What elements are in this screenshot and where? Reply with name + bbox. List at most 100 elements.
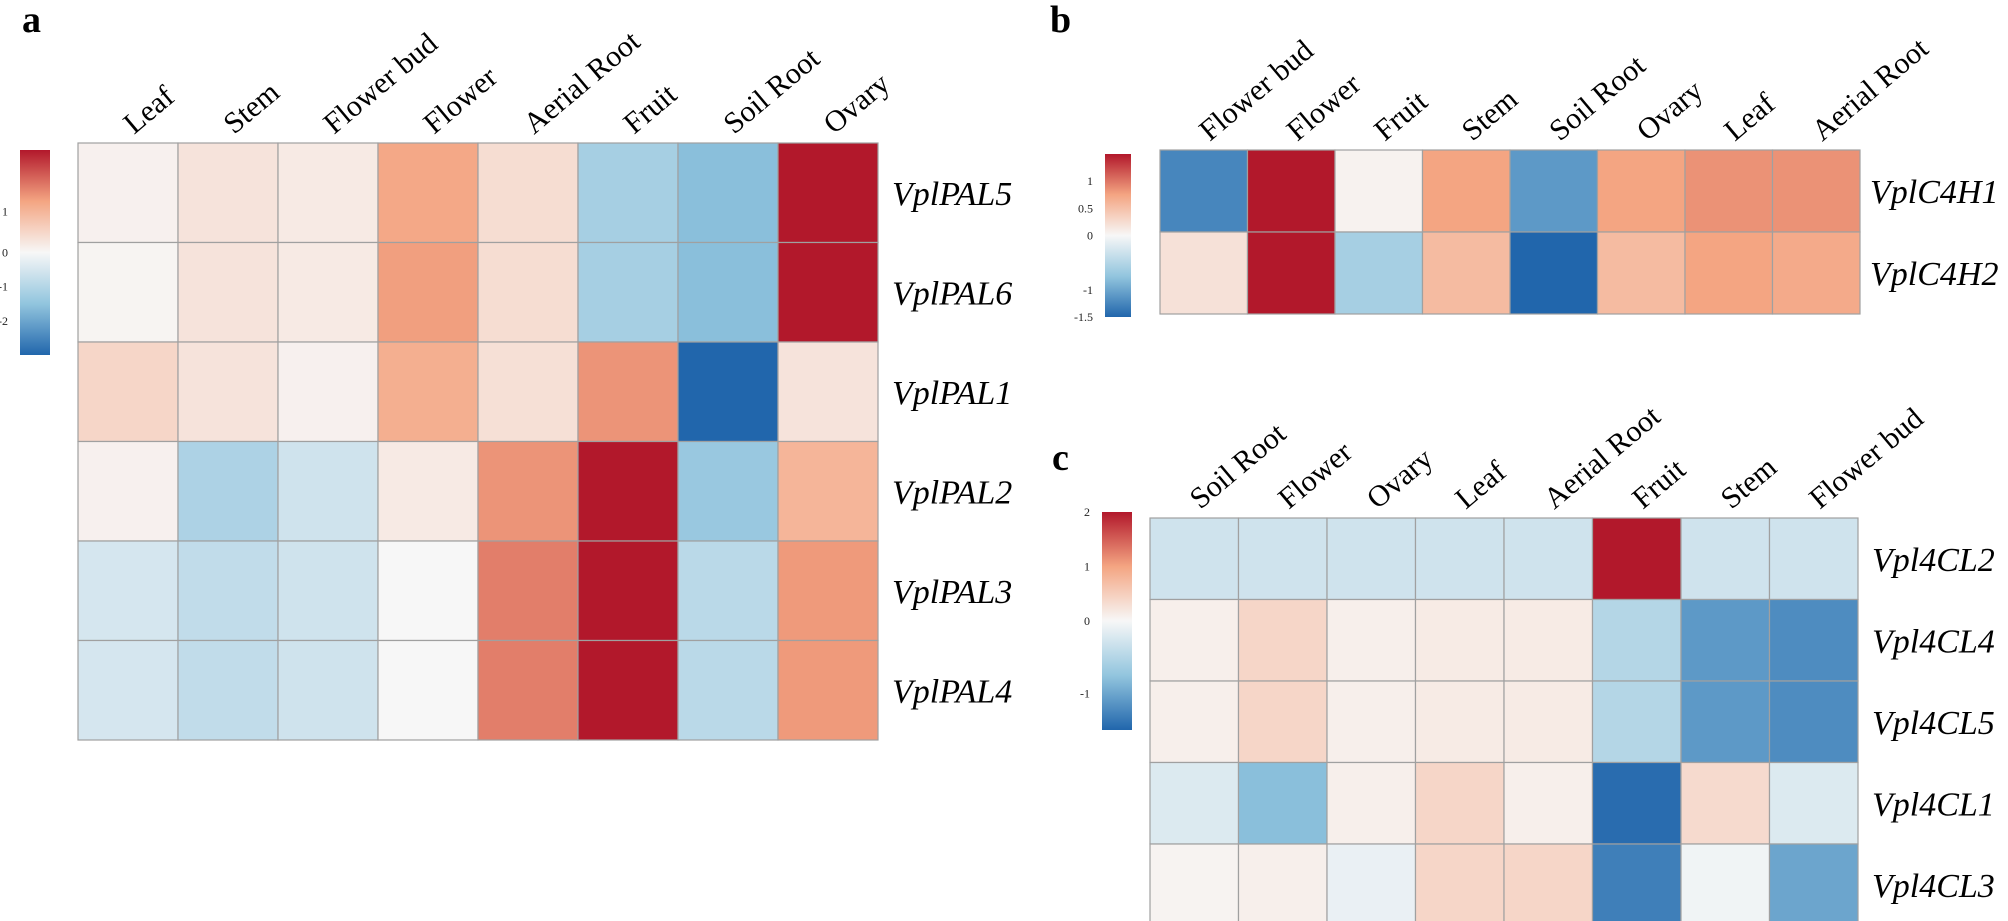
column-label-c-3: Leaf bbox=[1449, 455, 1512, 516]
heatmap-cell-c-0-6 bbox=[1680, 517, 1771, 601]
heatmap-cell-c-1-3 bbox=[1414, 598, 1505, 682]
row-label-b-0: VplC4H1 bbox=[1870, 174, 1998, 211]
heatmap-cell-a-2-3 bbox=[377, 341, 479, 443]
heatmap-cell-a-4-2 bbox=[277, 540, 379, 642]
heatmap-cell-a-0-0 bbox=[77, 142, 179, 244]
heatmap-cell-c-4-7 bbox=[1768, 843, 1859, 921]
column-label-a-5: Fruit bbox=[617, 77, 683, 140]
heatmap-cell-a-1-5 bbox=[577, 241, 679, 343]
heatmap-cell-c-3-1 bbox=[1237, 761, 1328, 845]
heatmap-cell-a-3-3 bbox=[377, 440, 479, 542]
heatmap-cell-a-1-1 bbox=[177, 241, 279, 343]
heatmap-cell-c-3-5 bbox=[1591, 761, 1682, 845]
heatmap-cell-b-1-6 bbox=[1684, 231, 1774, 315]
heatmap-cell-a-3-5 bbox=[577, 440, 679, 542]
heatmap-cell-a-3-7 bbox=[777, 440, 879, 542]
heatmap-cell-a-5-5 bbox=[577, 639, 679, 741]
heatmap-cell-a-2-5 bbox=[577, 341, 679, 443]
row-label-a-5: VplPAL4 bbox=[892, 673, 1012, 710]
heatmap-cell-c-4-5 bbox=[1591, 843, 1682, 921]
heatmap-cell-c-0-5 bbox=[1591, 517, 1682, 601]
color-legend-bar-b bbox=[1105, 154, 1131, 317]
heatmap-cell-a-0-3 bbox=[377, 142, 479, 244]
heatmap-cell-a-1-2 bbox=[277, 241, 379, 343]
legend-tick-label-a-3: -2 bbox=[0, 314, 8, 328]
heatmap-cell-a-1-7 bbox=[777, 241, 879, 343]
heatmap-cell-a-4-6 bbox=[677, 540, 779, 642]
legend-tick-label-a-2: -1 bbox=[0, 280, 8, 294]
legend-tick-label-b-3: -1 bbox=[1083, 283, 1093, 297]
row-label-c-1: Vpl4CL4 bbox=[1872, 623, 1995, 660]
heatmap-cell-c-1-2 bbox=[1326, 598, 1417, 682]
panel-label-b: b bbox=[1050, 0, 1071, 41]
heatmap-cell-c-0-7 bbox=[1768, 517, 1859, 601]
heatmap-cell-a-0-2 bbox=[277, 142, 379, 244]
column-label-a-1: Stem bbox=[217, 75, 285, 140]
color-legend-bar-c bbox=[1102, 512, 1132, 730]
heatmap-cell-a-0-4 bbox=[477, 142, 579, 244]
column-label-c-5: Fruit bbox=[1626, 452, 1692, 515]
column-label-c-7: Flower bud bbox=[1803, 402, 1930, 516]
row-label-a-4: VplPAL3 bbox=[892, 574, 1012, 611]
heatmap-cell-a-5-0 bbox=[77, 639, 179, 741]
heatmap-cell-a-4-1 bbox=[177, 540, 279, 642]
heatmap-cell-b-1-2 bbox=[1334, 231, 1424, 315]
panel-label-c: c bbox=[1052, 437, 1069, 479]
heatmap-cell-a-4-4 bbox=[477, 540, 579, 642]
heatmap-cell-a-2-6 bbox=[677, 341, 779, 443]
heatmap-cell-a-1-0 bbox=[77, 241, 179, 343]
heatmap-cell-a-1-3 bbox=[377, 241, 479, 343]
column-label-b-7: Aerial Root bbox=[1806, 31, 1936, 147]
legend-tick-label-b-1: 0.5 bbox=[1078, 201, 1093, 215]
column-label-c-6: Stem bbox=[1715, 450, 1783, 515]
heatmap-cell-a-2-0 bbox=[77, 341, 179, 443]
column-label-a-0: Leaf bbox=[117, 80, 180, 141]
heatmap-cell-c-2-6 bbox=[1680, 680, 1771, 764]
heatmap-cell-c-1-5 bbox=[1591, 598, 1682, 682]
heatmap-cell-a-5-4 bbox=[477, 639, 579, 741]
heatmap-cell-b-0-1 bbox=[1246, 149, 1336, 233]
heatmap-cell-a-0-5 bbox=[577, 142, 679, 244]
heatmap-cell-a-4-7 bbox=[777, 540, 879, 642]
column-label-b-5: Ovary bbox=[1631, 74, 1710, 147]
color-legend-bar-a bbox=[20, 150, 50, 355]
heatmap-cell-c-4-3 bbox=[1414, 843, 1505, 921]
column-label-c-0: Soil Root bbox=[1184, 416, 1293, 515]
legend-tick-label-a-1: 0 bbox=[2, 246, 8, 260]
panel-label-a: a bbox=[22, 0, 41, 41]
heatmap-cell-c-2-3 bbox=[1414, 680, 1505, 764]
row-label-a-2: VplPAL1 bbox=[892, 375, 1012, 412]
heatmap-cell-a-0-6 bbox=[677, 142, 779, 244]
heatmap-cell-a-5-7 bbox=[777, 639, 879, 741]
heatmap-cell-a-3-1 bbox=[177, 440, 279, 542]
heatmap-cell-a-5-1 bbox=[177, 639, 279, 741]
heatmap-cell-b-0-2 bbox=[1334, 149, 1424, 233]
heatmap-cell-a-3-4 bbox=[477, 440, 579, 542]
heatmap-cell-b-0-5 bbox=[1596, 149, 1686, 233]
heatmap-cell-b-1-5 bbox=[1596, 231, 1686, 315]
column-label-a-7: Ovary bbox=[817, 67, 896, 140]
heatmap-cell-a-2-4 bbox=[477, 341, 579, 443]
heatmap-cell-a-4-5 bbox=[577, 540, 679, 642]
legend-tick-label-b-2: 0 bbox=[1087, 229, 1093, 243]
heatmap-cell-a-3-2 bbox=[277, 440, 379, 542]
heatmap-cell-b-1-0 bbox=[1159, 231, 1249, 315]
heatmap-cell-c-2-7 bbox=[1768, 680, 1859, 764]
heatmap-cell-c-0-3 bbox=[1414, 517, 1505, 601]
heatmap-cell-c-4-0 bbox=[1149, 843, 1240, 921]
heatmap-cell-b-1-7 bbox=[1771, 231, 1861, 315]
row-label-c-3: Vpl4CL1 bbox=[1872, 786, 1995, 823]
heatmap-cell-a-0-1 bbox=[177, 142, 279, 244]
row-label-a-3: VplPAL2 bbox=[892, 474, 1012, 511]
heatmap-cell-c-1-6 bbox=[1680, 598, 1771, 682]
heatmap-cell-a-5-3 bbox=[377, 639, 479, 741]
heatmap-cell-c-3-4 bbox=[1503, 761, 1594, 845]
heatmap-cell-c-4-1 bbox=[1237, 843, 1328, 921]
column-label-b-2: Fruit bbox=[1368, 84, 1434, 147]
heatmap-cell-c-3-2 bbox=[1326, 761, 1417, 845]
heatmap-cell-c-2-2 bbox=[1326, 680, 1417, 764]
heatmap-cell-a-5-2 bbox=[277, 639, 379, 741]
heatmap-cell-a-4-0 bbox=[77, 540, 179, 642]
legend-tick-label-c-2: 0 bbox=[1084, 614, 1090, 628]
